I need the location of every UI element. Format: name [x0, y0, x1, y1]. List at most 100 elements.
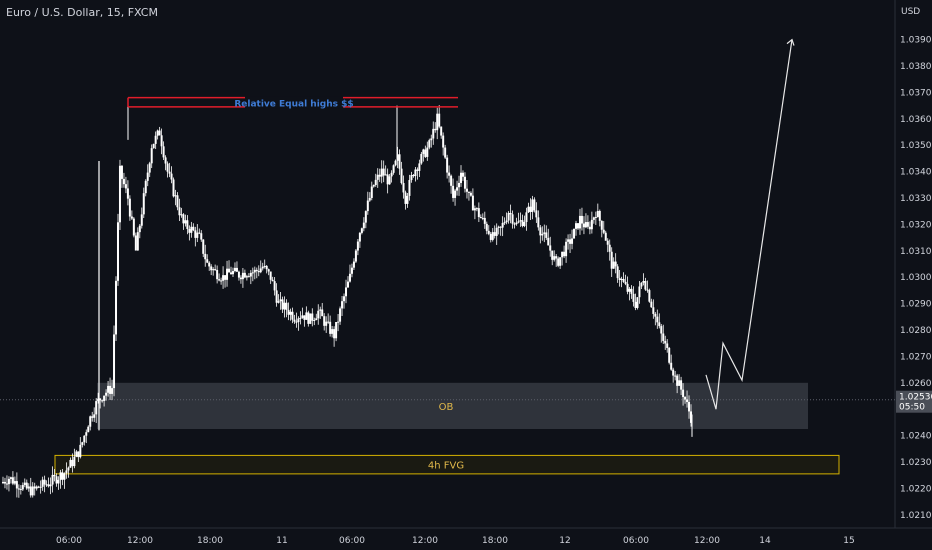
- y-tick-label: 1.03000: [900, 273, 932, 283]
- candle-body: [251, 272, 254, 274]
- candle-body: [452, 185, 455, 198]
- candle-body: [495, 227, 498, 236]
- candle-body: [111, 388, 114, 394]
- candle-body: [515, 222, 518, 225]
- candle-body: [420, 153, 423, 164]
- candle-body: [142, 193, 145, 215]
- candle-body: [547, 237, 550, 246]
- candle-body: [216, 270, 219, 280]
- candle-body: [638, 286, 641, 298]
- candle-body: [192, 226, 195, 231]
- candle-body: [418, 163, 421, 171]
- candle-body: [7, 478, 10, 485]
- candle-body: [610, 251, 613, 269]
- candle-body: [596, 210, 599, 218]
- candle-body: [182, 214, 185, 224]
- candle-body: [226, 268, 229, 280]
- candle-body: [664, 340, 667, 344]
- equal-highs-label-bg: [245, 96, 343, 109]
- candle-body: [604, 232, 607, 241]
- candle-body: [140, 214, 143, 226]
- candle-body: [130, 216, 133, 219]
- candle-body: [624, 281, 627, 284]
- candle-body: [152, 143, 155, 149]
- candle-body: [646, 289, 649, 291]
- candle-body: [311, 313, 314, 321]
- candle-body: [458, 182, 461, 188]
- candle-body: [616, 266, 619, 279]
- candle-body: [392, 165, 395, 173]
- candle-body: [343, 296, 346, 302]
- candle-body: [666, 343, 669, 348]
- candle-body: [525, 212, 528, 222]
- candle-body: [144, 180, 147, 194]
- candle-body: [456, 187, 459, 191]
- candle-body: [578, 215, 581, 229]
- candle-body: [95, 401, 98, 415]
- candle-body: [527, 206, 530, 213]
- candle-body: [523, 221, 526, 227]
- candle-body: [614, 261, 617, 267]
- candle-body: [475, 208, 478, 210]
- candle-body: [584, 222, 587, 228]
- candle-body: [636, 297, 639, 308]
- candle-body: [257, 271, 260, 273]
- candle-body: [430, 138, 433, 141]
- candle-body: [467, 191, 470, 193]
- candle-body: [378, 174, 381, 177]
- candle-body: [77, 451, 80, 458]
- candle-body: [606, 240, 609, 245]
- candle-body: [61, 472, 64, 480]
- candle-body: [156, 130, 159, 136]
- candle-body: [3, 481, 6, 484]
- candle-body: [680, 380, 683, 390]
- candle-body: [97, 398, 100, 402]
- candle-body: [109, 385, 112, 394]
- candle-body: [17, 488, 20, 490]
- candle-body: [678, 380, 681, 386]
- candle-body: [115, 280, 118, 335]
- candle-body: [571, 238, 574, 244]
- candle-body: [253, 269, 256, 273]
- candle-body: [1, 481, 4, 484]
- candle-body: [212, 269, 215, 271]
- candle-body: [477, 208, 480, 217]
- candle-body: [618, 278, 621, 281]
- candle-body: [160, 135, 163, 147]
- candle-body: [438, 113, 441, 127]
- candle-body: [333, 329, 336, 339]
- candle-body: [479, 216, 482, 218]
- candle-body: [563, 251, 566, 257]
- candle-body: [670, 362, 673, 370]
- candle-body: [450, 175, 453, 186]
- candle-body: [305, 312, 308, 320]
- candle-body: [491, 232, 494, 240]
- candle-body: [138, 225, 141, 233]
- y-tick-label: 1.03300: [900, 194, 932, 204]
- candle-body: [59, 472, 62, 480]
- candle-body: [368, 197, 371, 201]
- y-tick-label: 1.03400: [900, 168, 932, 178]
- candle-body: [404, 192, 407, 204]
- candle-body: [549, 245, 552, 251]
- candle-body: [9, 477, 12, 479]
- projection-path: [705, 39, 793, 410]
- candle-body: [43, 479, 46, 485]
- candle-body: [539, 227, 542, 236]
- candle-body: [460, 172, 463, 183]
- x-tick-label: 11: [276, 536, 287, 546]
- candle-body: [73, 456, 76, 467]
- candle-body: [642, 280, 645, 283]
- candle-body: [126, 188, 129, 199]
- candle-body: [103, 395, 106, 401]
- candle-body: [299, 317, 302, 319]
- candle-body: [210, 266, 213, 271]
- candle-body: [362, 222, 365, 229]
- candle-body: [281, 299, 284, 310]
- candle-body: [233, 267, 236, 272]
- ob-label: OB: [439, 402, 454, 413]
- candle-body: [388, 176, 391, 185]
- candle-body: [519, 220, 522, 222]
